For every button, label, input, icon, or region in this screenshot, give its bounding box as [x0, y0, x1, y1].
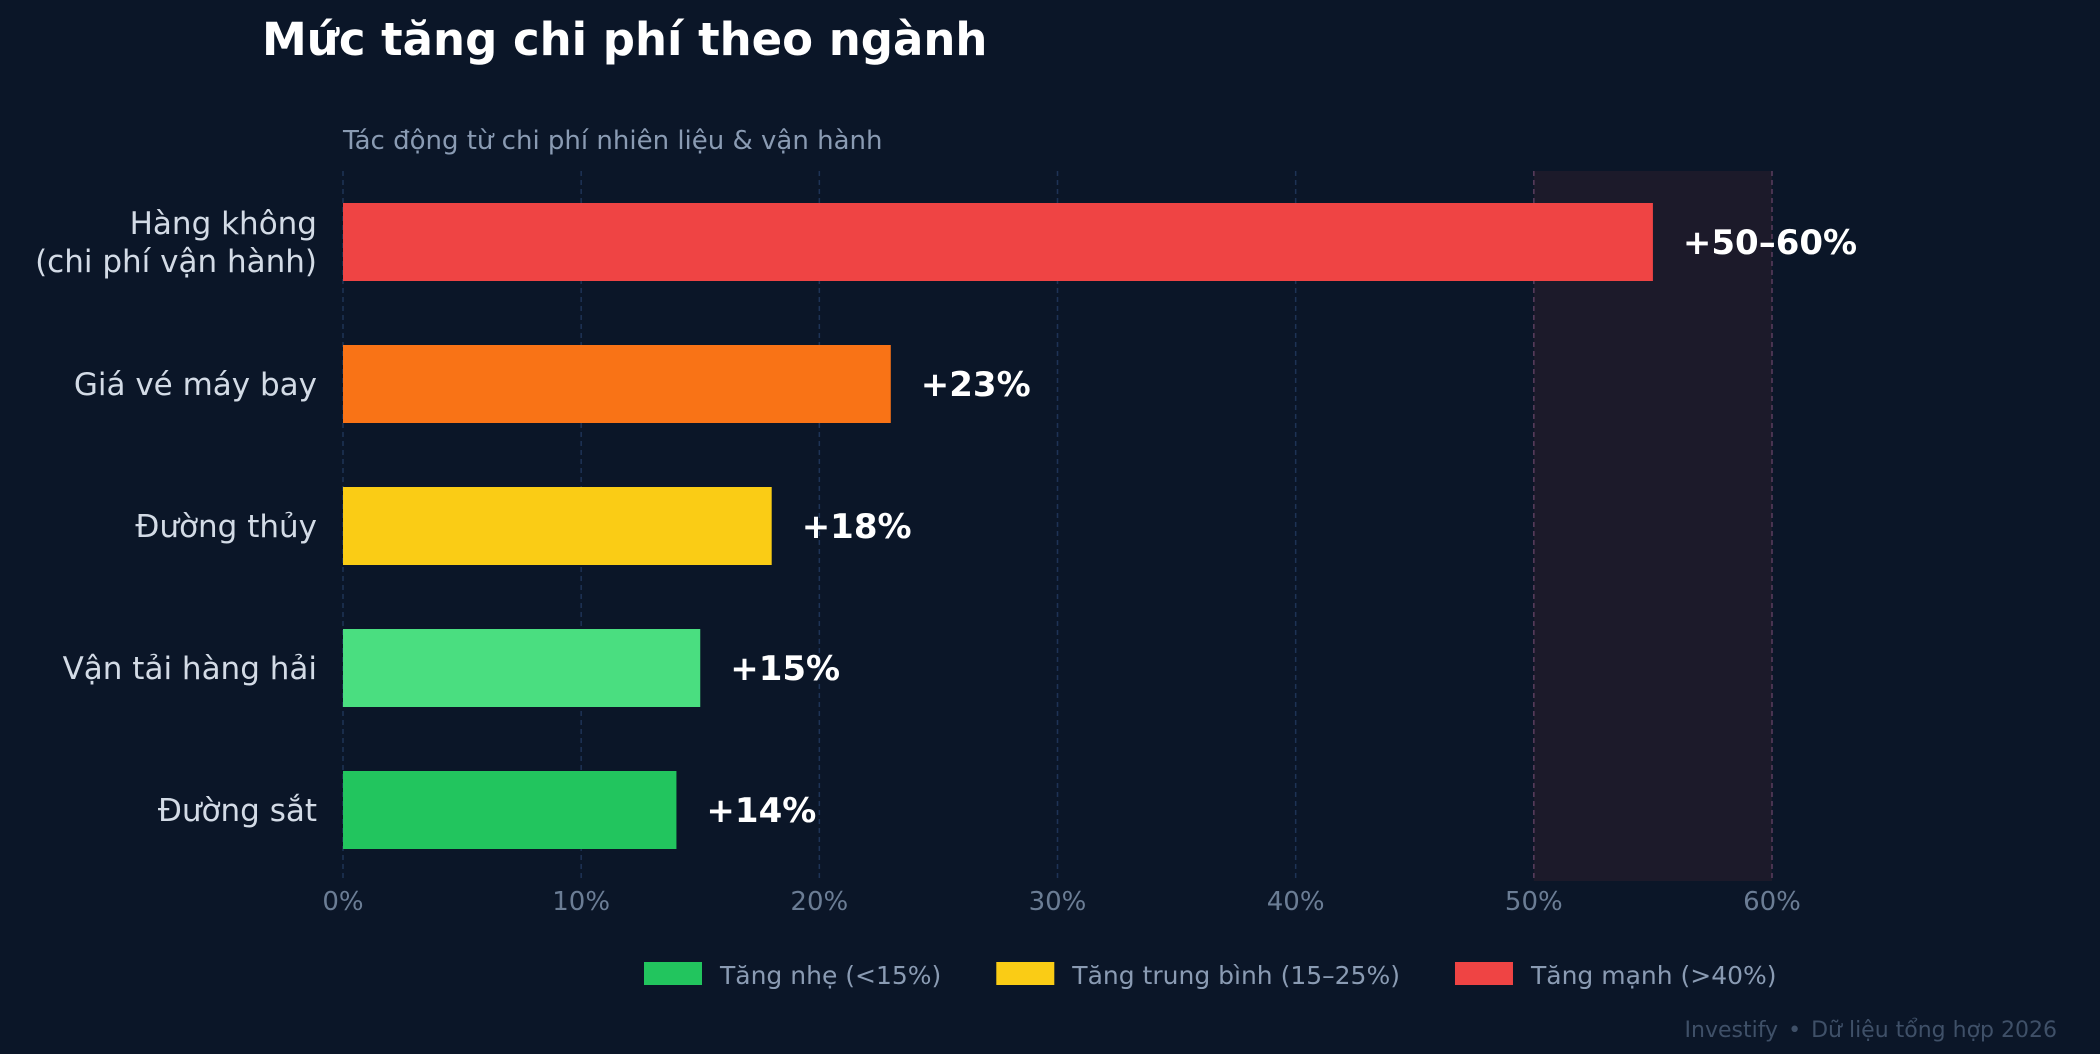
- category-label: Hàng không (chi phí vận hành): [35, 206, 317, 280]
- legend-swatch: [644, 962, 702, 985]
- legend-label: Tăng trung bình (15–25%): [1071, 961, 1400, 990]
- bar: [343, 203, 1653, 281]
- category-label: Đường thủy: [135, 509, 317, 545]
- chart-title: Mức tăng chi phí theo ngành: [262, 13, 987, 66]
- bar: [343, 345, 891, 423]
- legend: Tăng nhẹ (<15%) Tăng trung bình (15–25%) T…: [644, 961, 1777, 990]
- legend-item: Tăng mạnh (>40%): [1454, 961, 1777, 990]
- x-tick-label: 0%: [322, 887, 363, 917]
- bar: [343, 487, 772, 565]
- footer-credit: Investify • Dữ liệu tổng hợp 2026: [1685, 1018, 2057, 1043]
- x-tick-label: 50%: [1505, 887, 1563, 917]
- category-label: Giá vé máy bay: [74, 367, 317, 403]
- data-label: +14%: [706, 791, 816, 831]
- category-label: Vận tải hàng hải: [63, 651, 317, 687]
- legend-swatch: [1454, 962, 1513, 985]
- legend-swatch: [996, 962, 1055, 985]
- x-tick-label: 40%: [1267, 887, 1325, 917]
- bar: [343, 771, 677, 849]
- legend-item: Tăng nhẹ (<15%): [644, 961, 941, 990]
- highlight-range: [1533, 171, 1772, 881]
- legend-item: Tăng trung bình (15–25%): [996, 961, 1400, 990]
- legend-label: Tăng nhẹ (<15%): [719, 961, 941, 990]
- data-label: +15%: [730, 649, 840, 689]
- data-label: +18%: [802, 507, 912, 547]
- data-label: +23%: [921, 365, 1031, 405]
- chart-subtitle: Tác động từ chi phí nhiên liệu & vận hàn…: [342, 126, 882, 156]
- bar: [343, 629, 701, 707]
- legend-label: Tăng mạnh (>40%): [1530, 961, 1777, 990]
- x-tick-label: 10%: [552, 887, 610, 917]
- category-label: Đường sắt: [158, 793, 317, 829]
- x-tick-label: 20%: [790, 887, 848, 917]
- data-label: +50–60%: [1683, 223, 1857, 263]
- x-tick-label: 30%: [1029, 887, 1087, 917]
- x-tick-label: 60%: [1743, 887, 1801, 917]
